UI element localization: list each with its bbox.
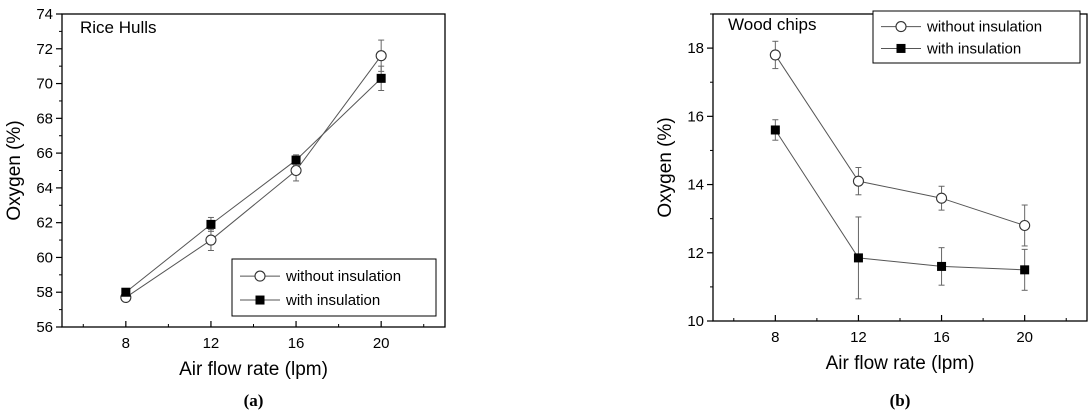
series-with-insulation xyxy=(770,119,1030,300)
data-point-circle xyxy=(936,192,948,204)
y-tick-label: 16 xyxy=(687,108,704,125)
data-point-square xyxy=(291,155,301,165)
panel-title: Wood chips xyxy=(728,15,817,34)
panel-b: 8 12 16 20 10 12 14 16 18 Air flow rate (lpm) Oxyg… xyxy=(655,10,1088,410)
y-tick-label: 14 xyxy=(687,177,704,194)
legend-marker-square xyxy=(255,295,265,305)
y-tick-label: 68 xyxy=(36,110,53,127)
panel-caption: (b) xyxy=(890,391,911,410)
x-tick-label: 16 xyxy=(288,335,305,352)
x-axis-label: Air flow rate (lpm) xyxy=(826,353,975,374)
data-point-square xyxy=(206,219,216,229)
x-tick-label: 16 xyxy=(933,329,950,346)
y-tick-label: 18 xyxy=(687,40,704,57)
y-tick-label: 10 xyxy=(687,313,704,330)
y-tick-label: 66 xyxy=(36,145,53,162)
y-tick-label: 12 xyxy=(687,245,704,262)
series-line xyxy=(774,54,1025,226)
x-tick-label: 12 xyxy=(203,335,220,352)
y-tick-label: 72 xyxy=(36,41,53,58)
y-tick-label: 58 xyxy=(36,284,53,301)
legend: without insulation with insulation xyxy=(872,10,1081,64)
data-point-square xyxy=(853,253,863,263)
y-tick-label: 62 xyxy=(36,215,53,232)
series-with-insulation xyxy=(121,65,386,297)
y-tick-label: 74 xyxy=(36,6,53,23)
y-tick-label: 70 xyxy=(36,76,53,93)
x-tick-label: 8 xyxy=(771,329,779,346)
legend: without insulation with insulation xyxy=(231,258,437,317)
legend-label: without insulation xyxy=(926,19,1042,36)
series-line xyxy=(125,77,382,293)
data-point-square xyxy=(121,287,131,297)
y-axis-label: Oxygen (%) xyxy=(4,120,25,220)
y-tick-label: 64 xyxy=(36,180,53,197)
data-point-circle xyxy=(290,164,302,177)
legend-label: without insulation xyxy=(285,268,401,285)
series-line xyxy=(125,55,382,298)
x-tick-label: 12 xyxy=(850,329,867,346)
data-point-square xyxy=(1020,265,1030,275)
data-point-circle xyxy=(1019,219,1031,232)
data-point-square xyxy=(937,261,947,271)
legend-box xyxy=(231,258,437,317)
series-without-insulation xyxy=(769,40,1031,247)
legend-marker-square xyxy=(896,43,906,53)
data-point-circle xyxy=(375,50,387,62)
x-tick-label: 20 xyxy=(1016,329,1033,346)
x-tick-label: 20 xyxy=(373,335,390,352)
x-axis-label: Air flow rate (lpm) xyxy=(179,359,328,380)
legend-box xyxy=(872,10,1081,64)
legend-marker-circle xyxy=(895,21,907,33)
data-point-square xyxy=(376,73,386,83)
y-tick-label: 56 xyxy=(36,319,53,336)
legend-marker-circle xyxy=(254,270,266,282)
y-axis-label: Oxygen (%) xyxy=(655,117,676,217)
panel-a: 8 12 16 20 56 58 60 62 64 66 68 70 72 74 Air flow rate… xyxy=(4,6,446,410)
data-point-square xyxy=(770,125,780,135)
panel-title: Rice Hulls xyxy=(80,18,157,37)
legend-label: with insulation xyxy=(926,40,1021,57)
x-tick-label: 8 xyxy=(122,335,130,352)
legend-label: with insulation xyxy=(285,292,380,309)
data-point-circle xyxy=(205,234,217,246)
data-point-circle xyxy=(852,175,864,187)
panel-caption: (a) xyxy=(244,391,264,410)
series-line xyxy=(774,129,1025,271)
data-point-circle xyxy=(769,49,781,61)
y-tick-label: 60 xyxy=(36,249,53,266)
